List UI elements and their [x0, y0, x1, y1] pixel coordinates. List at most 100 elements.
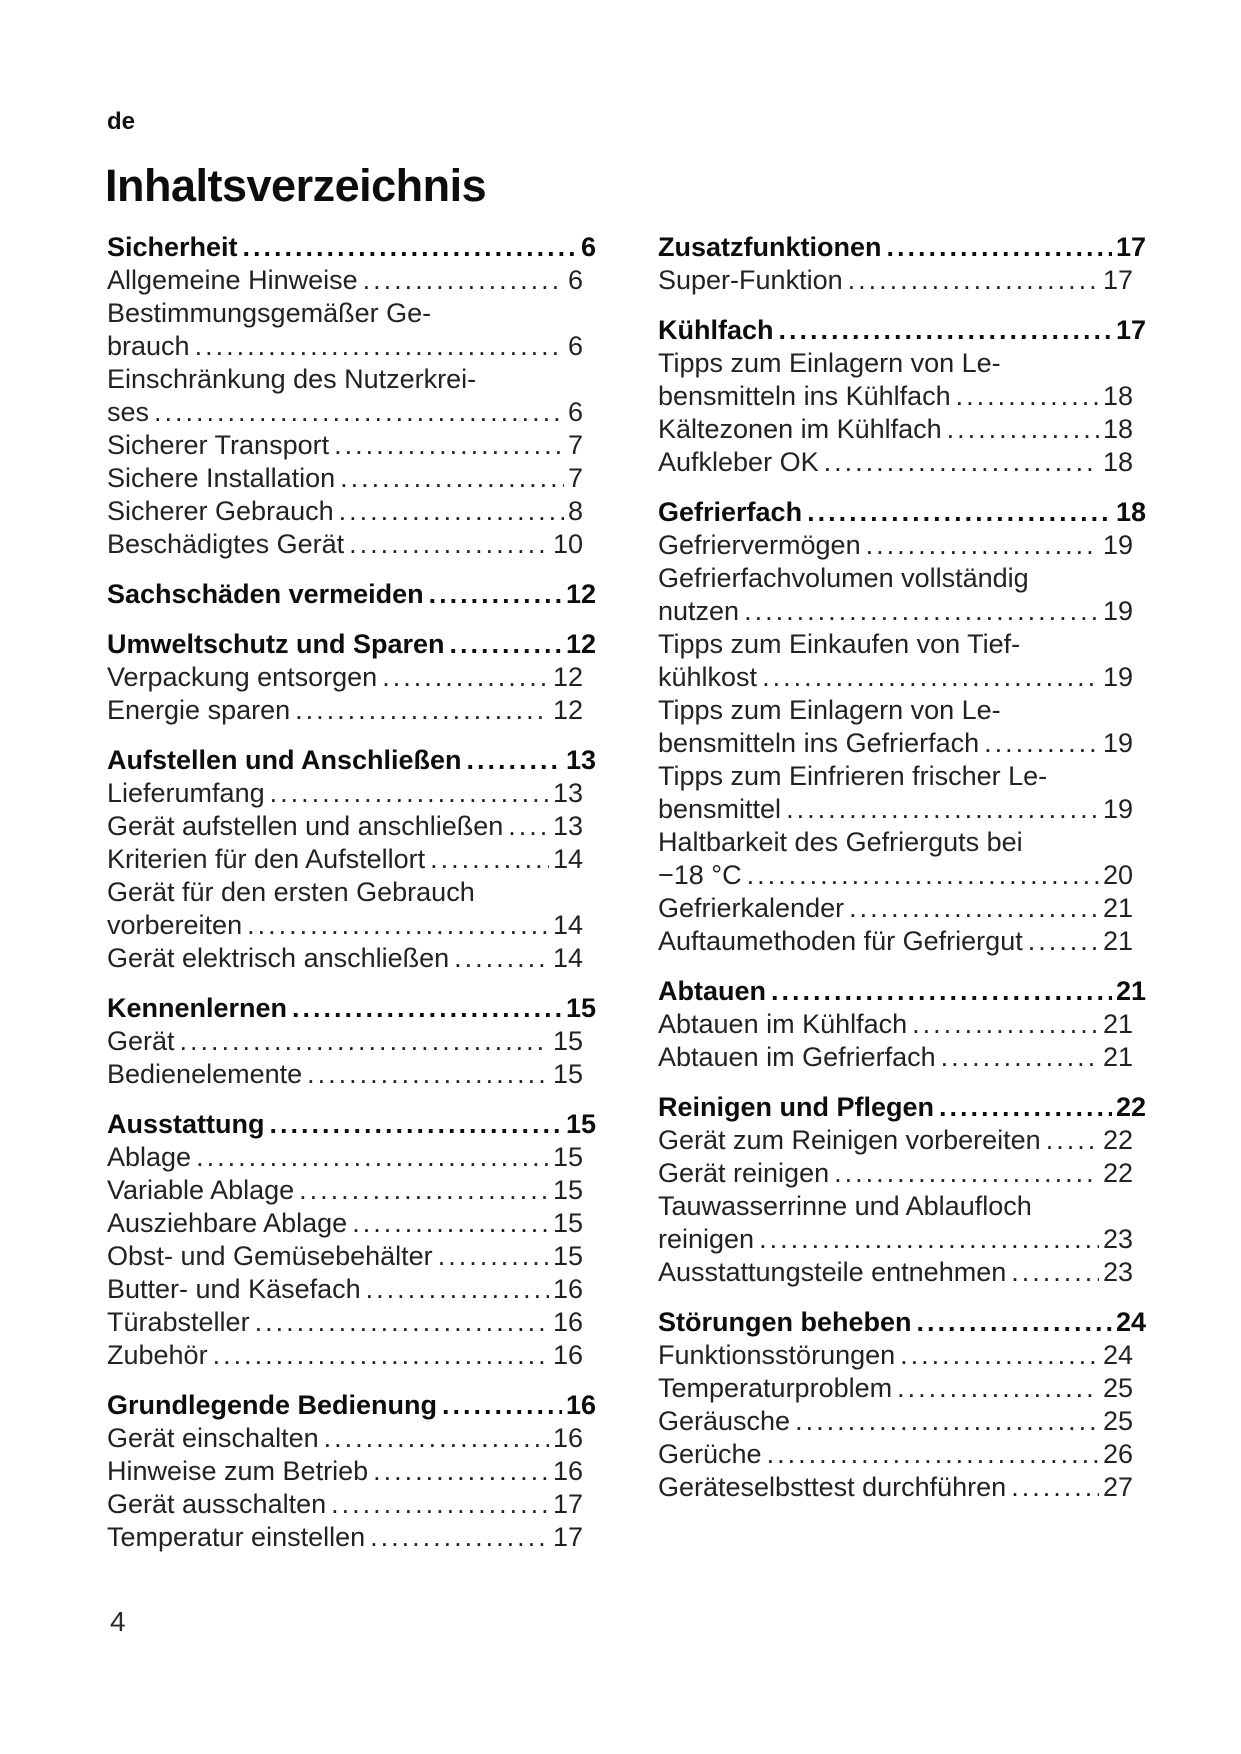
toc-page-number: 15 [565, 1109, 596, 1139]
toc-item-label: Türabsteller [107, 1307, 250, 1337]
toc-page-number: 15 [552, 1175, 583, 1205]
toc-page-number: 17 [1115, 315, 1146, 345]
dot-leader [947, 413, 1099, 446]
toc-item-label: Gefrierfach [658, 497, 803, 527]
toc-item-label: Funktionsstörungen [658, 1340, 896, 1370]
dot-leader [366, 1273, 549, 1306]
toc-page-number: 16 [565, 1390, 596, 1420]
toc-heading: Abtauen 21 [658, 975, 1146, 1008]
toc-item-label: Allgemeine Hinweise [107, 265, 358, 295]
toc-heading: Kennenlernen 15 [107, 992, 596, 1025]
dot-leader [370, 1521, 549, 1554]
toc-entry: bensmitteln ins Gefrierfach 19 [658, 727, 1146, 760]
toc-entry: Zubehör 16 [107, 1339, 596, 1372]
toc-item-label: Kältezonen im Kühlfach [658, 414, 942, 444]
toc-page-number: 26 [1102, 1439, 1133, 1469]
toc-item-label: vorbereiten [107, 910, 243, 940]
toc-item-label: Abtauen im Gefrierfach [658, 1042, 936, 1072]
toc-entry: Sicherer Transport 7 [107, 429, 596, 462]
toc-heading: Zusatzfunktionen 17 [658, 231, 1146, 264]
toc-heading: Störungen beheben 24 [658, 1306, 1146, 1339]
toc-entry: Kriterien für den Aufstellort 14 [107, 843, 596, 876]
toc-page-number: 6 [567, 397, 583, 427]
toc-entry: Gerät für den ersten Gebrauch [107, 876, 596, 909]
dot-leader [243, 231, 577, 264]
toc-entry: Gerät einschalten 16 [107, 1422, 596, 1455]
toc-page-number: 17 [1115, 232, 1146, 262]
toc-item-label: Energie sparen [107, 695, 291, 725]
language-code: de [107, 108, 136, 135]
toc-item-label: Hinweise zum Betrieb [107, 1456, 369, 1486]
dot-leader [1046, 1124, 1099, 1157]
dot-leader [213, 1339, 549, 1372]
dot-leader [467, 744, 562, 777]
toc-page-number: 25 [1102, 1373, 1133, 1403]
dot-leader [255, 1306, 549, 1339]
dot-leader [941, 1041, 1099, 1074]
toc-item-label: Kennenlernen [107, 993, 288, 1023]
toc-heading: Sicherheit 6 [107, 231, 596, 264]
dot-leader [912, 1008, 1099, 1041]
toc-entry: Tipps zum Einlagern von Le- [658, 694, 1146, 727]
toc-item-label: Gerüche [658, 1439, 762, 1469]
toc-item-label: Abtauen [658, 976, 766, 1006]
dot-leader [454, 942, 549, 975]
toc-page-number: 13 [552, 778, 583, 808]
toc-entry: Funktionsstörungen 24 [658, 1339, 1146, 1372]
toc-entry: Gerät ausschalten 17 [107, 1488, 596, 1521]
dot-leader [340, 462, 564, 495]
toc-item-label: Zusatzfunktionen [658, 232, 882, 262]
toc-item-label: Geräusche [658, 1406, 791, 1436]
dot-leader [247, 909, 549, 942]
toc-page-number: 15 [552, 1059, 583, 1089]
toc-page-number: 14 [552, 910, 583, 940]
dot-leader [866, 529, 1099, 562]
toc-page-number: 13 [552, 811, 583, 841]
toc-entry: Temperatur einstellen 17 [107, 1521, 596, 1554]
toc-item-label: bensmitteln ins Gefrierfach [658, 728, 980, 758]
toc-entry: Tauwasserrinne und Ablaufloch [658, 1190, 1146, 1223]
dot-leader [984, 727, 1099, 760]
dot-leader [807, 496, 1112, 529]
toc-item-label: Ausziehbare Ablage [107, 1208, 348, 1238]
toc-entry: Geräteselbsttest durchführen 27 [658, 1471, 1146, 1504]
toc-entry: vorbereiten 14 [107, 909, 596, 942]
toc-page-number: 18 [1102, 447, 1133, 477]
toc-item-label: Kriterien für den Aufstellort [107, 844, 426, 874]
dot-leader [292, 992, 562, 1025]
toc-item-label: Tipps zum Einfrieren frischer Le- [658, 761, 1048, 791]
toc-page-number: 22 [1102, 1125, 1133, 1155]
toc-item-label: kühlkost [658, 662, 758, 692]
toc-page-number: 18 [1102, 414, 1133, 444]
toc-page-number: 23 [1102, 1257, 1133, 1287]
toc-page-number: 15 [565, 993, 596, 1023]
toc-page-number: 19 [1102, 728, 1133, 758]
toc-heading: Umweltschutz und Sparen 12 [107, 628, 596, 661]
dot-leader [299, 1174, 549, 1207]
toc-entry: Lieferumfang 13 [107, 777, 596, 810]
toc-item-label: Butter- und Käsefach [107, 1274, 361, 1304]
toc-page-number: 12 [565, 629, 596, 659]
dot-leader [438, 1240, 549, 1273]
toc-entry: Sichere Installation 7 [107, 462, 596, 495]
toc-item-label: Super-Funktion [658, 265, 843, 295]
toc-page-number: 16 [552, 1307, 583, 1337]
toc-entry: Abtauen im Gefrierfach 21 [658, 1041, 1146, 1074]
toc-entry: Geräusche 25 [658, 1405, 1146, 1438]
toc-item-label: −18 °C [658, 860, 742, 890]
toc-page-number: 23 [1102, 1224, 1133, 1254]
toc-page-number: 24 [1102, 1340, 1133, 1370]
toc-page-number: 17 [1102, 265, 1133, 295]
toc-item-label: Ablage [107, 1142, 192, 1172]
toc-item-label: Ausstattung [107, 1109, 265, 1139]
toc-item-label: reinigen [658, 1224, 755, 1254]
toc-page-number: 21 [1102, 893, 1133, 923]
dot-leader [744, 595, 1099, 628]
toc-item-label: Sicherheit [107, 232, 238, 262]
toc-item-label: Einschränkung des Nutzerkrei- [107, 364, 477, 394]
dot-leader [270, 1108, 562, 1141]
toc-item-label: Gerät einschalten [107, 1423, 319, 1453]
toc-heading: Grundlegende Bedienung 16 [107, 1389, 596, 1422]
toc-item-label: bensmittel [658, 794, 782, 824]
